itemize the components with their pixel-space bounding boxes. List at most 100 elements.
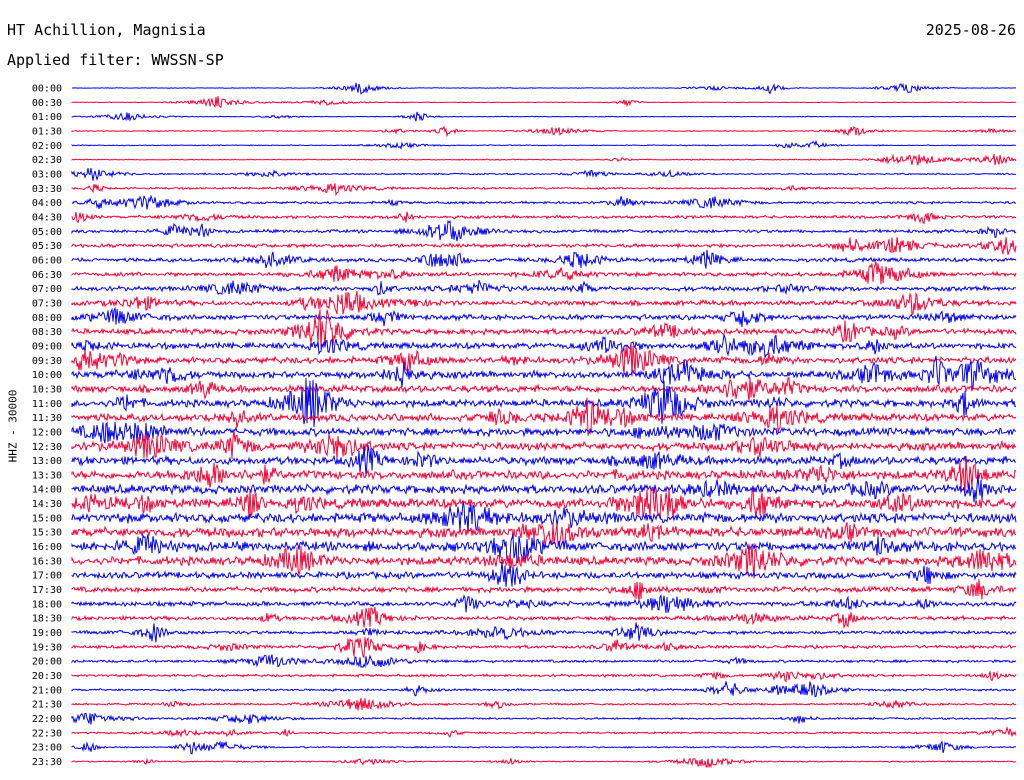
trace-line bbox=[71, 594, 1017, 613]
trace-line bbox=[71, 111, 1016, 122]
time-tick-label: 19:30 bbox=[32, 642, 62, 653]
trace-line bbox=[71, 430, 1017, 460]
time-tick-label: 06:00 bbox=[32, 255, 62, 266]
time-tick-label: 23:30 bbox=[32, 757, 62, 768]
trace-line bbox=[71, 712, 1017, 725]
station-title: HT Achillion, Magnisia bbox=[7, 21, 206, 39]
trace-line bbox=[71, 725, 1017, 738]
time-tick-label: 18:00 bbox=[32, 599, 62, 610]
trace-line bbox=[71, 355, 1017, 390]
trace-line bbox=[71, 153, 1017, 166]
time-tick-label: 13:30 bbox=[32, 470, 62, 481]
trace-line bbox=[71, 139, 1017, 150]
time-tick-label: 08:00 bbox=[32, 313, 62, 324]
trace-line bbox=[71, 280, 1017, 296]
time-tick-label: 08:30 bbox=[32, 327, 62, 338]
time-tick-label: 00:30 bbox=[32, 98, 62, 109]
trace-line bbox=[71, 421, 1017, 444]
trace-line bbox=[71, 444, 1017, 476]
time-tick-label: 21:30 bbox=[32, 700, 62, 711]
time-tick-label: 14:30 bbox=[32, 499, 62, 510]
time-tick-label: 06:30 bbox=[32, 270, 62, 281]
time-tick-label: 03:30 bbox=[32, 184, 62, 195]
trace-line bbox=[71, 606, 1017, 629]
trace-line bbox=[71, 82, 1017, 95]
time-tick-label: 01:30 bbox=[32, 126, 62, 137]
trace-line bbox=[71, 475, 1017, 503]
time-tick-label: 03:00 bbox=[32, 169, 62, 180]
trace-line bbox=[71, 183, 1017, 197]
time-tick-label: 20:30 bbox=[32, 671, 62, 682]
time-tick-label: 12:00 bbox=[32, 427, 62, 438]
time-tick-label: 19:00 bbox=[32, 628, 62, 639]
time-tick-label: 22:00 bbox=[32, 714, 62, 725]
time-tick-label: 15:30 bbox=[32, 528, 62, 539]
time-tick-label: 22:30 bbox=[32, 728, 62, 739]
trace-line bbox=[71, 681, 1017, 698]
trace-line bbox=[71, 533, 1017, 564]
trace-line bbox=[71, 670, 1017, 683]
trace-line bbox=[71, 522, 1017, 547]
time-tick-label: 04:30 bbox=[32, 212, 62, 223]
trace-line bbox=[71, 455, 1017, 493]
time-tick-label: 02:00 bbox=[32, 141, 62, 152]
time-tick-label: 09:00 bbox=[32, 341, 62, 352]
time-tick-label: 01:00 bbox=[32, 112, 62, 123]
trace-line bbox=[71, 377, 1017, 427]
time-tick-label: 10:30 bbox=[32, 384, 62, 395]
time-tick-label: 18:30 bbox=[32, 614, 62, 625]
time-tick-label: 00:00 bbox=[32, 84, 62, 95]
trace-line bbox=[71, 757, 1017, 769]
trace-line bbox=[71, 579, 1017, 601]
trace-line bbox=[71, 397, 1017, 436]
time-tick-label: 14:00 bbox=[32, 485, 62, 496]
time-tick-label: 09:30 bbox=[32, 356, 62, 367]
time-tick-label: 11:00 bbox=[32, 399, 62, 410]
date-label: 2025-08-26 bbox=[925, 21, 1016, 39]
trace-line bbox=[71, 334, 1017, 358]
trace-line bbox=[71, 740, 1017, 755]
trace-line bbox=[71, 654, 1017, 669]
trace-line bbox=[71, 309, 1017, 349]
trace-line bbox=[71, 291, 1017, 316]
time-tick-label: 04:00 bbox=[32, 198, 62, 209]
time-tick-label: 12:30 bbox=[32, 442, 62, 453]
trace-line bbox=[71, 501, 1017, 534]
trace-line bbox=[71, 697, 1017, 711]
trace-line bbox=[71, 622, 1017, 643]
trace-line bbox=[71, 636, 1016, 659]
time-tick-label: 15:00 bbox=[32, 513, 62, 524]
time-tick-label: 07:30 bbox=[32, 298, 62, 309]
trace-line bbox=[71, 261, 1017, 285]
trace-line bbox=[71, 96, 1017, 109]
time-tick-label: 16:30 bbox=[32, 556, 62, 567]
trace-line bbox=[71, 543, 1017, 579]
trace-line bbox=[71, 168, 1017, 181]
trace-line bbox=[71, 562, 1017, 588]
time-tick-label: 11:30 bbox=[32, 413, 62, 424]
trace-line bbox=[71, 194, 1017, 210]
trace-line bbox=[71, 219, 1017, 242]
seismic-traces bbox=[71, 82, 1017, 769]
time-tick-label: 23:00 bbox=[32, 743, 62, 754]
time-tick-label: 17:30 bbox=[32, 585, 62, 596]
trace-line bbox=[71, 237, 1017, 255]
time-tick-label: 05:00 bbox=[32, 227, 62, 238]
trace-line bbox=[71, 342, 1017, 377]
trace-line bbox=[71, 306, 1017, 328]
trace-line bbox=[71, 487, 1017, 520]
time-tick-label: 17:00 bbox=[32, 571, 62, 582]
time-tick-labels: 00:00 00:30 01:00 01:30 02:00 02:30 03:00 03:30… bbox=[32, 84, 62, 769]
trace-line bbox=[71, 125, 1017, 138]
time-tick-label: 10:00 bbox=[32, 370, 62, 381]
time-tick-label: 05:30 bbox=[32, 241, 62, 252]
time-tick-label: 21:00 bbox=[32, 685, 62, 696]
trace-line bbox=[71, 377, 1017, 402]
time-tick-label: 13:00 bbox=[32, 456, 62, 467]
filter-label: Applied filter: WWSSN-SP bbox=[7, 51, 224, 69]
time-tick-label: 07:00 bbox=[32, 284, 62, 295]
time-tick-label: 20:00 bbox=[32, 657, 62, 668]
time-tick-label: 02:30 bbox=[32, 155, 62, 166]
trace-line bbox=[71, 211, 1017, 225]
